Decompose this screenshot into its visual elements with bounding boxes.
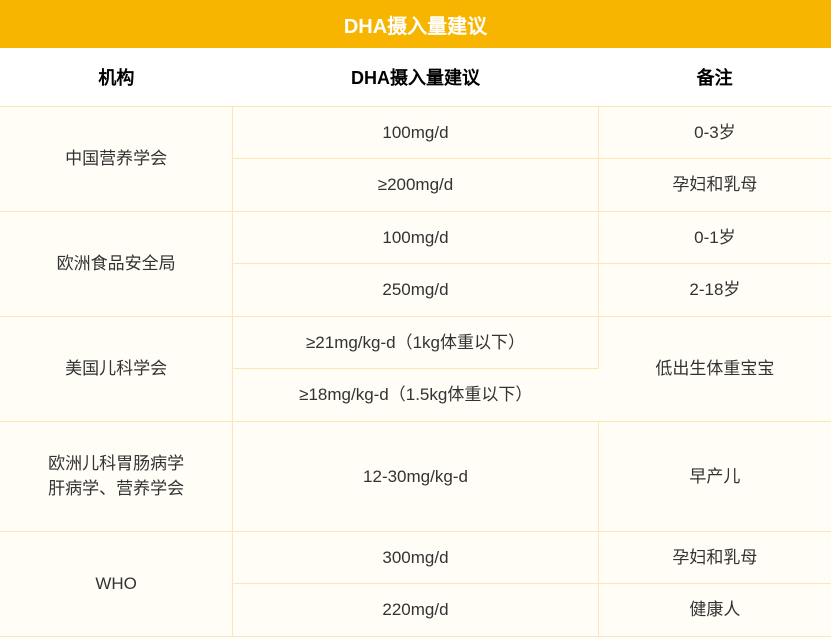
cell-rec: 100mg/d	[233, 106, 599, 159]
cell-note: 0-1岁	[598, 211, 831, 264]
cell-org: 中国营养学会	[0, 106, 233, 211]
table-row: 欧洲食品安全局 100mg/d 0-1岁	[0, 211, 831, 264]
cell-note: 孕妇和乳母	[598, 159, 831, 212]
cell-rec: 12-30mg/kg-d	[233, 421, 599, 531]
table-row: 中国营养学会 100mg/d 0-3岁	[0, 106, 831, 159]
cell-note: 早产儿	[598, 421, 831, 531]
table-row: 美国儿科学会 ≥21mg/kg-d（1kg体重以下） 低出生体重宝宝	[0, 316, 831, 369]
cell-rec: 100mg/d	[233, 211, 599, 264]
col-header-rec: DHA摄入量建议	[233, 48, 599, 106]
cell-rec: ≥18mg/kg-d（1.5kg体重以下）	[233, 369, 599, 422]
cell-note: 健康人	[598, 584, 831, 637]
cell-org: WHO	[0, 531, 233, 636]
cell-rec: 220mg/d	[233, 584, 599, 637]
col-header-note: 备注	[598, 48, 831, 106]
cell-rec: ≥200mg/d	[233, 159, 599, 212]
cell-note: 低出生体重宝宝	[598, 316, 831, 421]
dha-table-container: DHA摄入量建议 机构 DHA摄入量建议 备注 中国营养学会 100mg/d 0…	[0, 0, 831, 637]
cell-note: 2-18岁	[598, 264, 831, 317]
cell-note: 孕妇和乳母	[598, 531, 831, 584]
table-row: 欧洲儿科胃肠病学 肝病学、营养学会 12-30mg/kg-d 早产儿	[0, 421, 831, 531]
table-body: 中国营养学会 100mg/d 0-3岁 ≥200mg/d 孕妇和乳母 欧洲食品安…	[0, 106, 831, 637]
cell-org: 欧洲儿科胃肠病学 肝病学、营养学会	[0, 421, 233, 531]
cell-org: 欧洲食品安全局	[0, 211, 233, 316]
cell-rec: 250mg/d	[233, 264, 599, 317]
table-row: WHO 300mg/d 孕妇和乳母	[0, 531, 831, 584]
cell-note: 0-3岁	[598, 106, 831, 159]
cell-rec: 300mg/d	[233, 531, 599, 584]
col-header-org: 机构	[0, 48, 233, 106]
table-title: DHA摄入量建议	[0, 0, 831, 48]
dha-table: DHA摄入量建议 机构 DHA摄入量建议 备注 中国营养学会 100mg/d 0…	[0, 0, 831, 637]
cell-org: 美国儿科学会	[0, 316, 233, 421]
cell-rec: ≥21mg/kg-d（1kg体重以下）	[233, 316, 599, 369]
